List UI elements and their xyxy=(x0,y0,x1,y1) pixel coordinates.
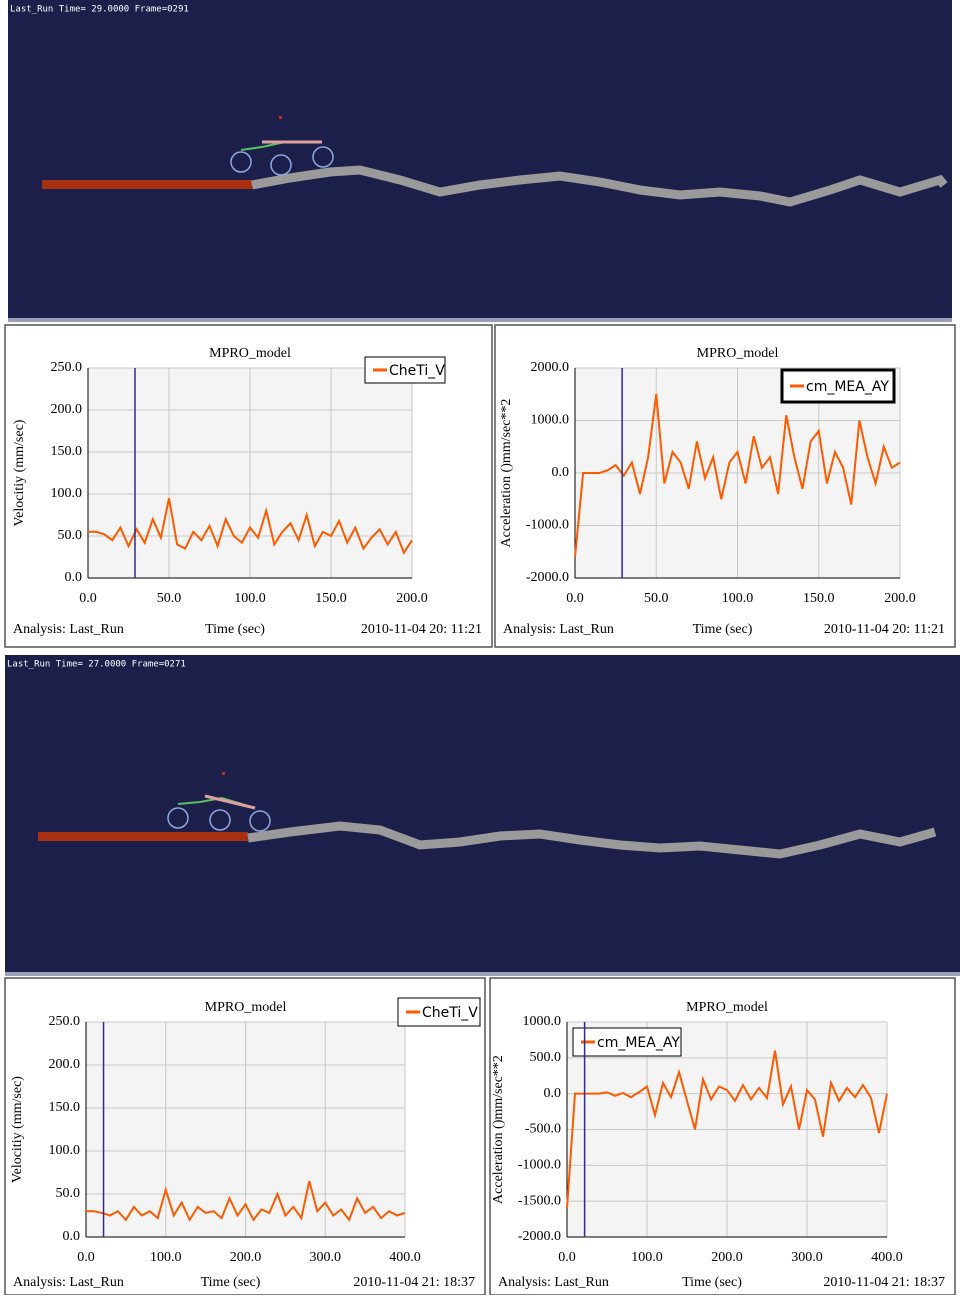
y-tick-label: 250.0 xyxy=(49,1014,81,1029)
y-tick-label: 200.0 xyxy=(51,402,83,417)
page: {"views": [ {"status": "Last_Run Time= 2… xyxy=(0,0,960,1295)
simulation-view: Last_Run Time= 29.0000 Frame=0291 xyxy=(8,0,952,322)
x-tick-label: 400.0 xyxy=(871,1250,903,1265)
y-tick-label: -2000.0 xyxy=(526,570,569,585)
y-tick-label: 50.0 xyxy=(56,1186,81,1201)
legend-label: CheTi_V xyxy=(422,1005,478,1021)
x-tick-label: 150.0 xyxy=(315,591,347,606)
status-text: Last_Run Time= 29.0000 Frame=0291 xyxy=(10,5,189,15)
x-tick-label: 0.0 xyxy=(77,1250,95,1265)
chart-title: MPRO_model xyxy=(697,346,779,361)
status-text: Last_Run Time= 27.0000 Frame=0271 xyxy=(7,660,186,670)
y-axis-label: Acceleration ()mm/sec**2 xyxy=(499,399,514,548)
x-tick-label: 100.0 xyxy=(722,591,754,606)
x-tick-label: 0.0 xyxy=(566,591,584,606)
legend-label: cm_MEA_AY xyxy=(597,1035,680,1051)
x-axis-label: Time (sec) xyxy=(201,1275,261,1290)
legend-label: cm_MEA_AY xyxy=(806,379,889,395)
x-tick-label: 200.0 xyxy=(396,591,428,606)
chart-panel: -2000.0 -1000.0 0.0 1000.0 2000.0 0.0 50.0 100.… xyxy=(495,325,955,647)
y-tick-label: 50.0 xyxy=(58,528,83,543)
ground xyxy=(38,832,248,841)
y-tick-label: 200.0 xyxy=(49,1057,81,1072)
y-tick-label: -1500.0 xyxy=(518,1193,561,1208)
chart-title: MPRO_model xyxy=(209,346,291,361)
x-tick-label: 100.0 xyxy=(631,1250,663,1265)
chart-panel: -2000.0 -1500.0 -1000.0 -500.0 0.0 500.0 1000.… xyxy=(490,978,955,1295)
timestamp: 2010-11-04 20: 11:21 xyxy=(361,622,482,637)
y-tick-label: 100.0 xyxy=(51,486,83,501)
x-tick-label: 200.0 xyxy=(884,591,916,606)
timestamp: 2010-11-04 21: 18:37 xyxy=(823,1275,945,1290)
analysis-label: Analysis: Last_Run xyxy=(13,1275,124,1290)
y-tick-label: 500.0 xyxy=(530,1050,562,1065)
y-tick-label: 1000.0 xyxy=(531,413,570,428)
view-background xyxy=(8,0,952,318)
y-tick-label: 1000.0 xyxy=(523,1014,562,1029)
view-background xyxy=(5,655,960,973)
screen: Last_Run Time= 29.0000 Frame=0291 Last_R… xyxy=(0,0,960,1295)
y-tick-label: -500.0 xyxy=(525,1122,561,1137)
y-tick-label: 250.0 xyxy=(51,360,83,375)
view-border xyxy=(5,972,960,976)
x-tick-label: 150.0 xyxy=(803,591,835,606)
analysis-label: Analysis: Last_Run xyxy=(13,622,124,637)
y-axis-label: Acceleration ()mm/sec**2 xyxy=(491,1055,506,1204)
chart-panel: 0.0 50.0 100.0 150.0 200.0 250.0 0.0 50.0 100.0 1… xyxy=(5,325,492,647)
analysis-label: Analysis: Last_Run xyxy=(503,622,614,637)
x-tick-label: 200.0 xyxy=(230,1250,262,1265)
x-tick-label: 0.0 xyxy=(79,591,97,606)
x-tick-label: 100.0 xyxy=(234,591,266,606)
y-tick-label: 0.0 xyxy=(544,1086,562,1101)
y-tick-label: 100.0 xyxy=(49,1143,81,1158)
legend-label: CheTi_V xyxy=(389,363,445,379)
view-border xyxy=(8,318,952,322)
y-tick-label: 150.0 xyxy=(51,444,83,459)
x-tick-label: 50.0 xyxy=(644,591,669,606)
x-tick-label: 100.0 xyxy=(150,1250,182,1265)
x-axis-label: Time (sec) xyxy=(682,1275,742,1290)
x-tick-label: 50.0 xyxy=(157,591,182,606)
x-tick-label: 300.0 xyxy=(310,1250,342,1265)
y-axis-label: Velocitiy (mm/sec) xyxy=(12,419,27,526)
y-axis-label: Velocitiy (mm/sec) xyxy=(10,1076,25,1183)
y-tick-label: -1000.0 xyxy=(526,518,569,533)
analysis-label: Analysis: Last_Run xyxy=(498,1275,609,1290)
x-tick-label: 400.0 xyxy=(389,1250,421,1265)
y-tick-label: 150.0 xyxy=(49,1100,81,1115)
ground xyxy=(42,180,252,189)
y-tick-label: 0.0 xyxy=(63,1229,81,1244)
chart-title: MPRO_model xyxy=(686,1000,768,1015)
timestamp: 2010-11-04 20: 11:21 xyxy=(824,622,945,637)
x-tick-label: 300.0 xyxy=(791,1250,823,1265)
y-tick-label: 2000.0 xyxy=(531,360,570,375)
chart-title: MPRO_model xyxy=(205,1000,287,1015)
chart-panel: 0.0 50.0 100.0 150.0 200.0 250.0 0.0 100.0 200.0… xyxy=(5,978,485,1295)
simulation-view: Last_Run Time= 27.0000 Frame=0271 xyxy=(5,655,960,976)
timestamp: 2010-11-04 21: 18:37 xyxy=(353,1275,475,1290)
y-tick-label: 0.0 xyxy=(552,465,570,480)
y-tick-label: -1000.0 xyxy=(518,1158,561,1173)
y-tick-label: -2000.0 xyxy=(518,1229,561,1244)
x-axis-label: Time (sec) xyxy=(693,622,753,637)
x-tick-label: 0.0 xyxy=(558,1250,576,1265)
x-axis-label: Time (sec) xyxy=(205,622,265,637)
y-tick-label: 0.0 xyxy=(65,570,83,585)
x-tick-label: 200.0 xyxy=(711,1250,743,1265)
